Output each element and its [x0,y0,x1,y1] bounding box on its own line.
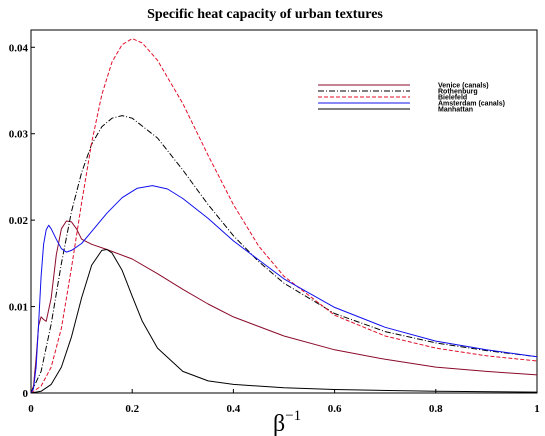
x-tick-label: 1 [534,403,540,415]
series-line [30,115,538,394]
x-tick-label: 0 [28,403,34,415]
x-tick-label: 0.6 [328,403,342,415]
legend-label: Venice (canals) [438,83,489,90]
series-line [30,38,538,394]
series-layer [30,38,538,394]
y-tick-label: 0.01 [9,302,28,314]
series-line [30,220,538,394]
x-tick-label: 0.2 [125,403,139,415]
series-line [30,249,538,394]
y-tick-label: 0.03 [9,129,29,141]
x-tick-label: 0.4 [227,403,241,415]
x-axis-label: β−1 [273,408,301,436]
x-axis-label-superscript: −1 [285,408,301,424]
legend-label: Manhattan [438,107,473,114]
y-tick-label: 0.04 [9,42,29,54]
legend: Venice (canals)RothenburgBielefeldAmster… [318,83,505,114]
legend-label: Bielefeld [438,95,467,102]
axes: 0 0.2 0.4 0.6 0.8 1 0 0.01 0.02 0.03 0.04 [9,29,540,415]
y-tick-label: 0 [23,388,29,400]
chart-title: Specific heat capacity of urban textures [147,7,383,22]
y-tick-label: 0.02 [9,215,29,227]
x-axis-label-base: β [273,411,285,436]
legend-label: Rothenburg [438,89,478,96]
legend-label: Amsterdam (canals) [438,101,505,108]
x-tick-label: 0.8 [429,403,443,415]
series-line [30,185,538,394]
plot-frame [30,29,538,394]
